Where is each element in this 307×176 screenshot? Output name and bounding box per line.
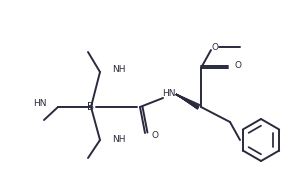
Text: O: O <box>212 42 219 52</box>
Text: HN: HN <box>33 99 47 108</box>
Text: O: O <box>235 61 242 70</box>
Text: NH: NH <box>112 136 126 144</box>
Text: B: B <box>87 102 95 112</box>
Text: O: O <box>151 131 158 140</box>
Text: HN: HN <box>162 90 176 99</box>
Text: NH: NH <box>112 64 126 74</box>
